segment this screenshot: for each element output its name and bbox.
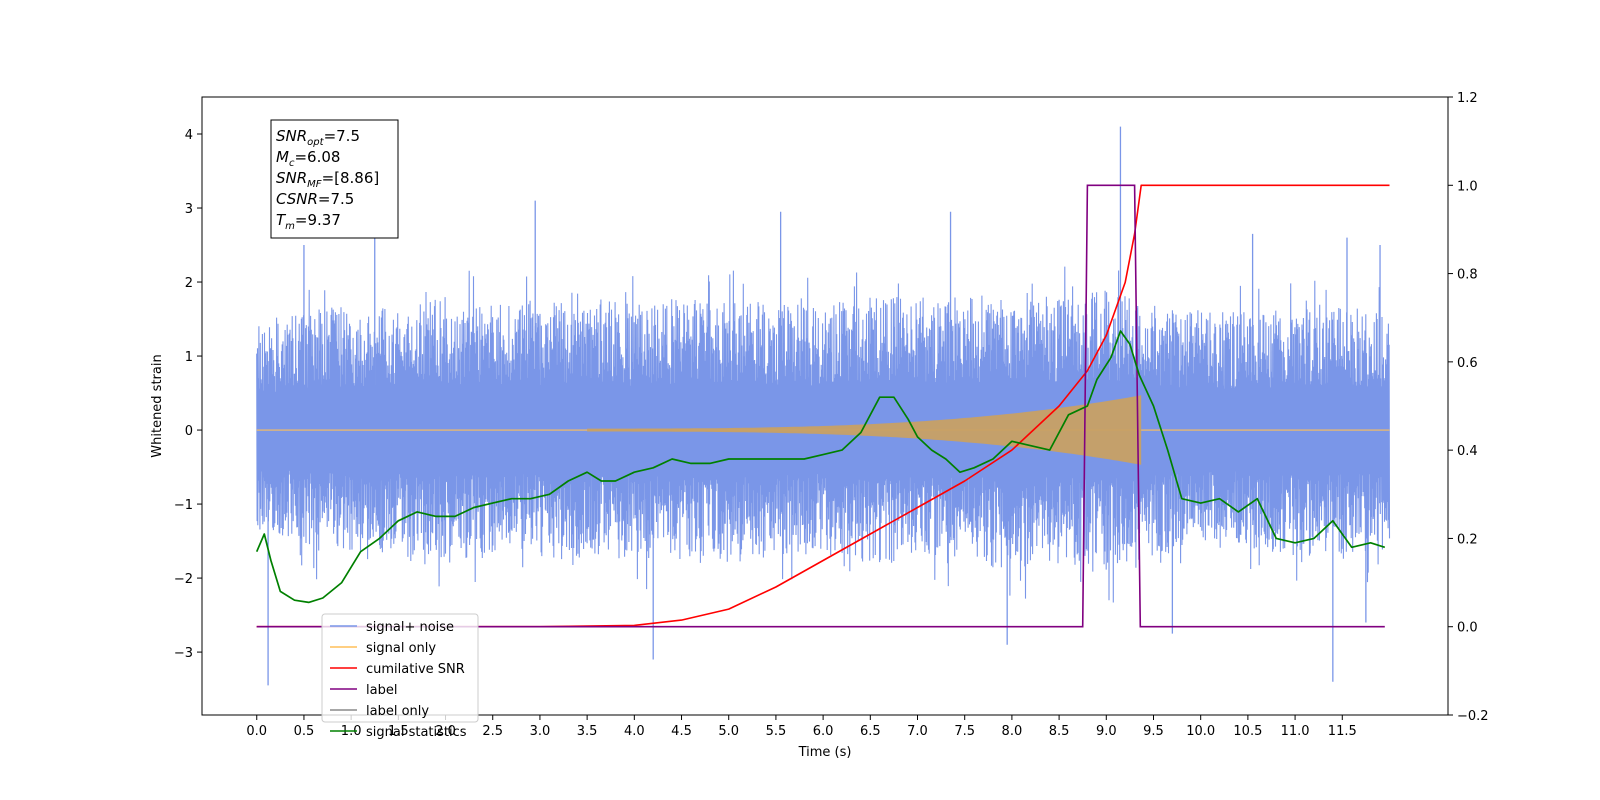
- y-tick-label: 2: [185, 276, 193, 291]
- x-tick-label: 11.0: [1281, 724, 1310, 739]
- x-tick-label: 5.5: [766, 724, 787, 739]
- x-tick-label: 7.0: [907, 724, 928, 739]
- x-tick-label: 2.0: [435, 724, 456, 739]
- legend-entry: cumilative SNR: [366, 662, 465, 677]
- y-tick-label: 0: [185, 424, 193, 439]
- x-tick-label: 10.5: [1233, 724, 1262, 739]
- y-tick-label: 1: [185, 350, 193, 365]
- x-tick-label: 4.5: [671, 724, 692, 739]
- y2-tick-label: 0.6: [1457, 356, 1478, 371]
- info-line: Tm=9.37: [276, 211, 341, 232]
- plot-frame: [201, 96, 1449, 716]
- x-tick-label: 5.0: [718, 724, 739, 739]
- y2-tick-label: 0.8: [1457, 268, 1478, 283]
- series-signal-noise: [256, 266, 1391, 603]
- legend-entry: signal+ noise: [366, 620, 454, 635]
- info-line: CSNR=7.5: [276, 190, 354, 208]
- x-tick-label: 0.0: [246, 724, 267, 739]
- y2-tick-label: −0.2: [1457, 709, 1489, 724]
- x-tick-label: 3.0: [530, 724, 551, 739]
- x-axis: 0.0 0.5 1.0 1.5 2.0 2.5 3.0 3.5 4.0 4.5 5.0 5.5 6.0 6…: [246, 715, 1357, 739]
- series-label: [256, 184, 1385, 628]
- y-tick-label: −2: [174, 572, 193, 587]
- x-tick-label: 6.5: [860, 724, 881, 739]
- x-tick-label: 9.5: [1143, 724, 1164, 739]
- info-line: SNRMF=[8.86]: [276, 169, 379, 190]
- x-tick-label: 6.0: [813, 724, 834, 739]
- x-tick-label: 10.0: [1186, 724, 1215, 739]
- legend-entry: label only: [366, 704, 429, 719]
- x-axis-label: Time (s): [798, 745, 852, 760]
- legend: signal+ noise signal only cumilative SNR la…: [321, 613, 479, 740]
- y2-tick-label: 1.2: [1457, 91, 1478, 106]
- y2-tick-label: 1.0: [1457, 179, 1478, 194]
- y-tick-label: 3: [185, 202, 193, 217]
- x-tick-label: 8.0: [1002, 724, 1023, 739]
- x-tick-label: 9.0: [1096, 724, 1117, 739]
- y2-tick-label: 0.0: [1457, 621, 1478, 636]
- y2-tick-label: 0.4: [1457, 444, 1478, 459]
- x-tick-label: 0.5: [294, 724, 315, 739]
- y-axis-right: −0.2 0.0 0.2 0.4 0.6 0.8 1.0 1.2: [1448, 91, 1489, 724]
- info-line: Mc=6.08: [276, 148, 340, 169]
- series-cumulative-snr: [256, 184, 1390, 628]
- series-signal-only-chirp: [587, 395, 1142, 465]
- x-tick-label: 2.5: [482, 724, 503, 739]
- x-tick-label: 1.5: [388, 724, 409, 739]
- y-tick-label: 4: [185, 128, 193, 143]
- y2-tick-label: 0.2: [1457, 532, 1478, 547]
- x-tick-label: 8.5: [1049, 724, 1070, 739]
- x-tick-label: 11.5: [1328, 724, 1357, 739]
- series-layer: [255, 126, 1391, 686]
- legend-entry: signal only: [366, 641, 436, 656]
- info-line: SNRopt=7.5: [276, 127, 360, 148]
- series-signal-statistics: [255, 330, 1386, 604]
- y-axis-label: Whitened strain: [150, 354, 165, 457]
- legend-entry: signal statistics: [366, 725, 467, 740]
- y-tick-label: −3: [174, 646, 193, 661]
- y-axis-left: −3 −2 −1 0 1 2 3 4: [174, 128, 202, 661]
- x-tick-label: 4.0: [624, 724, 645, 739]
- x-tick-label: 7.5: [954, 724, 975, 739]
- x-tick-label: 3.5: [577, 724, 598, 739]
- y-tick-label: −1: [174, 498, 193, 513]
- legend-entry: label: [366, 683, 397, 698]
